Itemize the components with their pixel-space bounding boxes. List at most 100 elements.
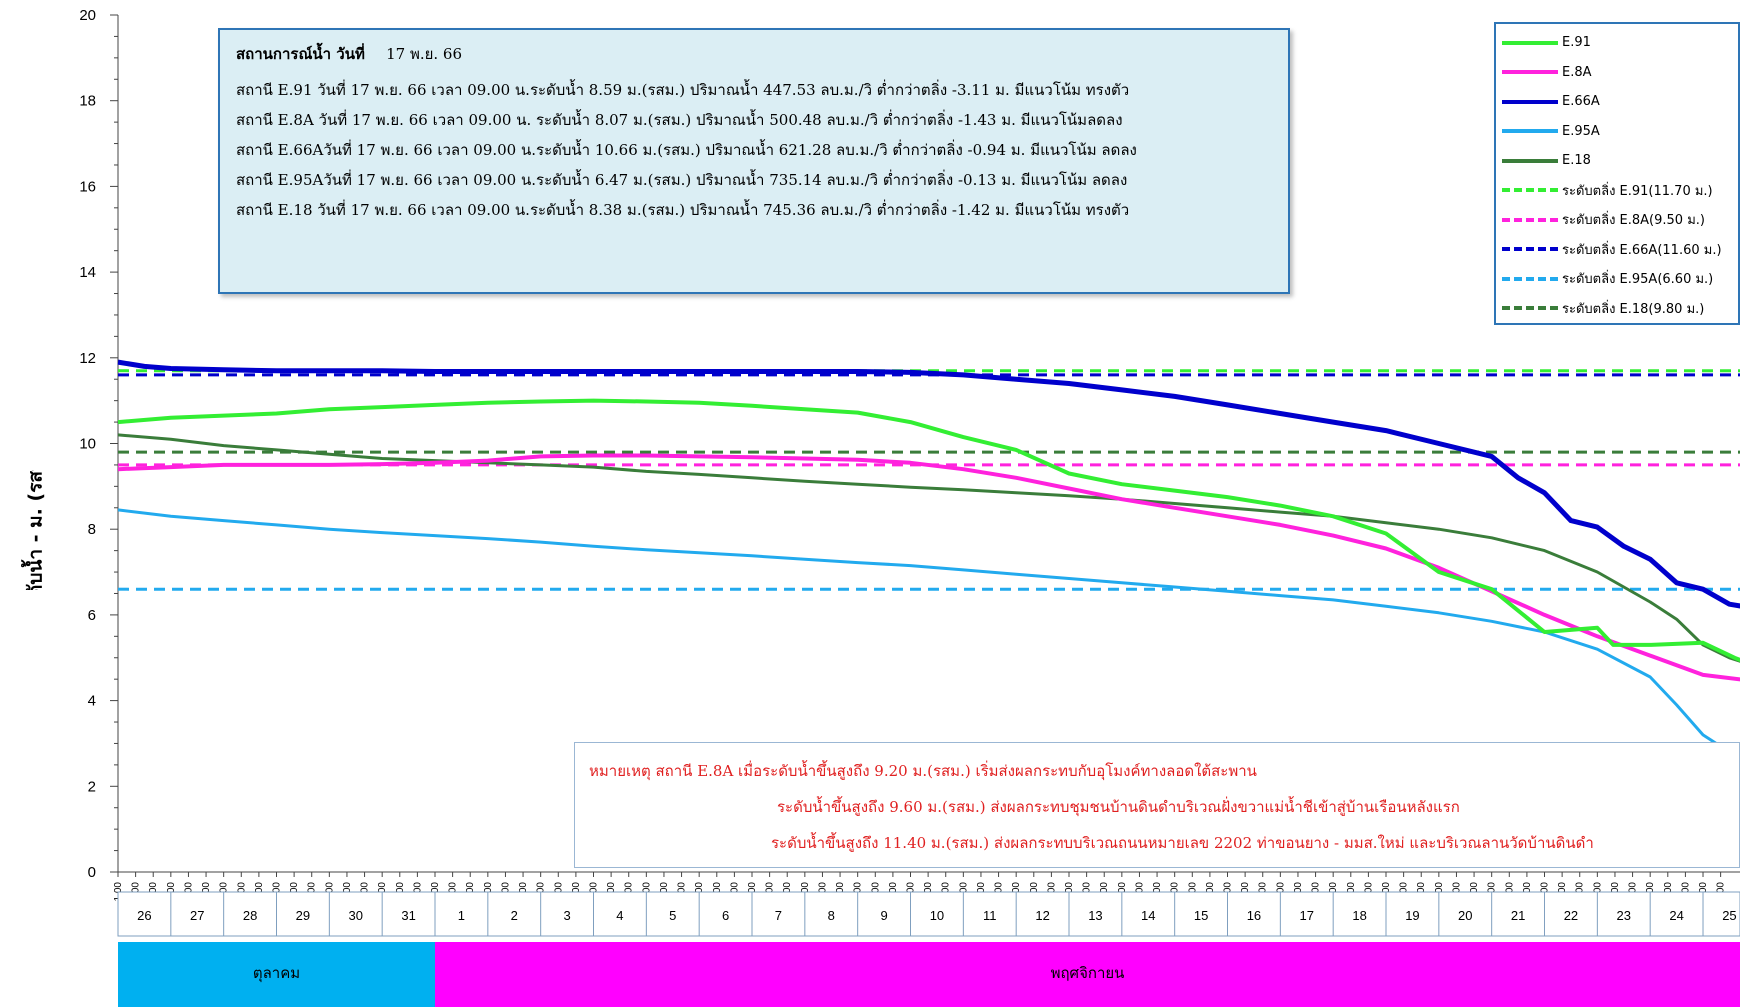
- day-label: 13: [1088, 908, 1102, 923]
- legend-label: E.8A: [1562, 64, 1592, 80]
- legend-label: ระดับตลิ่ง E.91(11.70 ม.): [1562, 183, 1713, 199]
- y-axis: 0 2 4 6 8 10 12 14 16 18 20: [79, 7, 119, 881]
- status-line-e95a: สถานี E.95Aวันที่ 17 พ.ย. 66 เวลา 09.00 …: [236, 171, 1128, 189]
- y-tick-label: 18: [79, 93, 96, 110]
- legend-label: E.66A: [1562, 94, 1600, 110]
- y-tick-label: 20: [79, 7, 96, 24]
- day-row-frame: [117, 891, 1740, 937]
- status-box: สถานการณ์น้ำ วันที่ 17 พ.ย. 66 สถานี E.9…: [218, 28, 1290, 294]
- legend-swatch: [1502, 70, 1558, 75]
- y-axis-label: ระดับน้ำ - ม. (รสม.): [21, 470, 47, 590]
- series-line-2: [117, 359, 1740, 609]
- y-tick-label: 16: [79, 178, 96, 195]
- status-title: สถานการณ์น้ำ วันที่ 17 พ.ย. 66: [236, 42, 1272, 66]
- status-line-e66a: สถานี E.66Aวันที่ 17 พ.ย. 66 เวลา 09.00 …: [236, 141, 1137, 159]
- y-tick-label: 0: [88, 864, 96, 881]
- status-line-e8a: สถานี E.8A วันที่ 17 พ.ย. 66 เวลา 09.00 …: [236, 111, 1123, 129]
- day-label: 16: [1247, 908, 1261, 923]
- day-label: 30: [349, 908, 363, 923]
- legend-swatch: [1502, 276, 1558, 281]
- day-label: 8: [828, 908, 835, 923]
- day-label: 4: [616, 908, 623, 923]
- legend-label: ระดับตลิ่ง E.66A(11.60 ม.): [1562, 242, 1722, 258]
- day-label: 18: [1352, 908, 1366, 923]
- y-tick-label: 12: [79, 350, 96, 367]
- note-line-3: ระดับน้ำขึ้นสูงถึง 11.40 ม.(รสม.) ส่งผลก…: [771, 834, 1594, 852]
- legend-label: E.18: [1562, 153, 1591, 169]
- day-label: 14: [1141, 908, 1155, 923]
- legend-item: E.66A: [1496, 87, 1738, 117]
- day-label: 5: [669, 908, 676, 923]
- day-label: 12: [1035, 908, 1049, 923]
- day-label: 27: [190, 908, 204, 923]
- legend-swatch: [1502, 188, 1558, 193]
- month-label: ตุลาคม: [253, 964, 300, 983]
- series-line-3: [117, 508, 1740, 756]
- legend-item: ระดับตลิ่ง E.95A(6.60 ม.): [1496, 264, 1738, 294]
- day-label: 26: [137, 908, 151, 923]
- month-band: [118, 942, 436, 1007]
- legend-label: E.91: [1562, 35, 1591, 51]
- day-label: 10: [930, 908, 944, 923]
- y-axis-label-text: ระดับน้ำ - ม. (รสม.): [21, 470, 47, 590]
- series-layer: [117, 359, 1740, 756]
- day-label: 20: [1458, 908, 1472, 923]
- y-tick-label: 2: [88, 778, 96, 795]
- y-tick-label: 6: [88, 607, 96, 624]
- month-label: พฤศจิกายน: [1051, 964, 1125, 982]
- day-label: 1: [458, 908, 465, 923]
- legend-swatch: [1502, 99, 1558, 104]
- legend-item: E.18: [1496, 146, 1738, 176]
- day-label: 17: [1300, 908, 1314, 923]
- y-tick-label: 10: [79, 436, 96, 453]
- legend-item: ระดับตลิ่ง E.66A(11.60 ม.): [1496, 235, 1738, 265]
- status-date: 17 พ.ย. 66: [386, 45, 463, 63]
- legend-swatch: [1502, 158, 1558, 163]
- month-band: [435, 942, 1740, 1007]
- legend-item: ระดับตลิ่ง E.8A(9.50 ม.): [1496, 205, 1738, 235]
- status-title-label: สถานการณ์น้ำ วันที่: [236, 45, 365, 63]
- day-label: 6: [722, 908, 729, 923]
- legend-swatch: [1502, 306, 1558, 311]
- note-line-2: ระดับน้ำขึ้นสูงถึง 9.60 ม.(รสม.) ส่งผลกร…: [777, 798, 1460, 816]
- legend: E.91 E.8A E.66A E.95A E.18 ระดับตลิ่ง E.91(11…: [1494, 22, 1740, 325]
- status-line-e91: สถานี E.91 วันที่ 17 พ.ย. 66 เวลา 09.00 …: [236, 81, 1130, 99]
- y-tick-label: 14: [79, 264, 96, 281]
- day-label: 15: [1194, 908, 1208, 923]
- y-tick-label: 4: [88, 693, 96, 710]
- y-tick-label: 8: [88, 521, 96, 538]
- legend-swatch: [1502, 247, 1558, 252]
- day-label: 19: [1405, 908, 1419, 923]
- legend-item: E.8A: [1496, 58, 1738, 88]
- day-label: 25: [1722, 908, 1736, 923]
- legend-label: ระดับตลิ่ง E.95A(6.60 ม.): [1562, 272, 1714, 288]
- legend-swatch: [1502, 129, 1558, 134]
- day-label: 2: [511, 908, 518, 923]
- day-label: 21: [1511, 908, 1525, 923]
- legend-swatch: [1502, 40, 1558, 45]
- legend-label: ระดับตลิ่ง E.8A(9.50 ม.): [1562, 213, 1705, 229]
- legend-item: ระดับตลิ่ง E.91(11.70 ม.): [1496, 176, 1738, 206]
- day-label: 9: [880, 908, 887, 923]
- day-label: 31: [401, 908, 415, 923]
- legend-item: E.91: [1496, 28, 1738, 58]
- legend-swatch: [1502, 217, 1558, 222]
- note-box: หมายเหตุ สถานี E.8A เมื่อระดับน้ำขึ้นสูง…: [574, 742, 1740, 868]
- series-line-4: [117, 433, 1740, 663]
- series-line-0: [117, 398, 1740, 663]
- month-row: ตุลาคม พฤศจิกายน: [118, 942, 1740, 1007]
- status-line-e18: สถานี E.18 วันที่ 17 พ.ย. 66 เวลา 09.00 …: [236, 201, 1130, 219]
- day-row: 26 27 28 29 30 31 1 2 3 4 5 6 7 8 9 10 11 12 13 14 15 16 17 18 1…: [117, 891, 1740, 937]
- day-label: 22: [1564, 908, 1578, 923]
- day-label: 28: [243, 908, 257, 923]
- legend-label: E.95A: [1562, 123, 1600, 139]
- legend-label: ระดับตลิ่ง E.18(9.80 ม.): [1562, 301, 1705, 317]
- day-label: 7: [775, 908, 782, 923]
- day-label: 29: [296, 908, 310, 923]
- note-line-1: หมายเหตุ สถานี E.8A เมื่อระดับน้ำขึ้นสูง…: [589, 762, 1257, 780]
- day-label: 23: [1617, 908, 1631, 923]
- legend-item: E.95A: [1496, 117, 1738, 147]
- day-label: 11: [983, 908, 997, 923]
- day-label: 3: [563, 908, 570, 923]
